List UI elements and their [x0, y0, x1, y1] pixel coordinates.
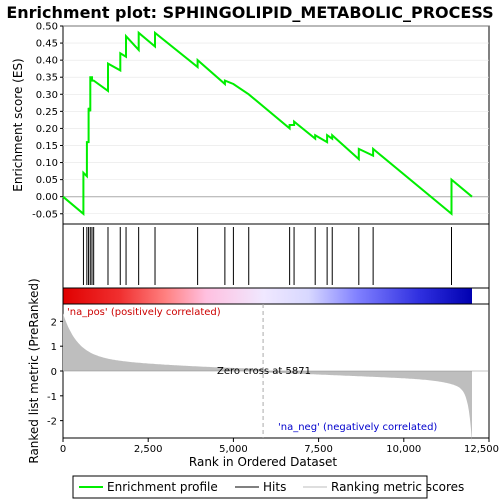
legend-label-ranking-metric: Ranking metric scores	[331, 480, 464, 494]
x-tick-label: 2,500	[134, 444, 163, 455]
es-y-tick-label: 0.35	[36, 73, 58, 84]
es-grid	[63, 25, 489, 215]
es-y-ticks: -0.05 0.00 0.05 0.10 0.15 0.20 0.25 0.30 0.35 0.4…	[32, 22, 63, 220]
es-y-tick-label: 0.30	[36, 90, 58, 101]
metric-y-tick-label: 2	[51, 317, 57, 328]
es-y-tick-label: 0.50	[36, 22, 58, 33]
metric-y-axis-label: Ranked list metric (PreRanked)	[27, 278, 41, 463]
x-tick-label: 7,500	[304, 444, 333, 455]
legend-label-enrichment-profile: Enrichment profile	[107, 480, 218, 494]
es-panel: -0.05 0.00 0.05 0.10 0.15 0.20 0.25 0.30 0.35 0.4…	[11, 22, 490, 225]
metric-y-tick-label: -1	[47, 392, 57, 403]
x-tick-label: 12,500	[464, 444, 499, 455]
es-y-tick-label: 0.05	[36, 175, 58, 186]
metric-y-tick-label: -2	[47, 417, 57, 428]
hit-markers	[82, 227, 453, 285]
metric-y-ticks: -2 -1 0 1 2	[47, 317, 63, 428]
x-tick-label: 10,000	[386, 444, 421, 455]
rank-color-bar	[62, 287, 490, 305]
enrichment-profile-line	[62, 30, 473, 216]
legend: Enrichment profile Hits Ranking metric s…	[72, 475, 464, 499]
ranking-metric-area	[63, 313, 472, 442]
es-y-tick-label: 0.40	[36, 56, 58, 67]
rank-color-strip	[63, 288, 472, 304]
legend-label-hits: Hits	[263, 480, 286, 494]
es-y-tick-label: 0.45	[36, 39, 58, 50]
es-y-tick-label: 0.00	[36, 192, 58, 203]
hits-panel	[62, 223, 490, 289]
x-axis-label: Rank in Ordered Dataset	[189, 455, 337, 469]
neg-correlated-label: 'na_neg' (negatively correlated)	[278, 422, 437, 433]
metric-y-tick-label: 0	[51, 367, 57, 378]
pos-correlated-label: 'na_pos' (positively correlated)	[67, 307, 221, 318]
es-y-tick-label: 0.10	[36, 158, 58, 169]
x-tick-label: 5,000	[219, 444, 248, 455]
hits-frame	[62, 223, 490, 289]
zero-cross-label: Zero cross at 5871	[217, 366, 311, 377]
x-axis-ticks: 0 2,500 5,000 7,500 10,000 12,500	[60, 438, 499, 455]
es-y-tick-label: -0.05	[32, 209, 58, 220]
es-plot-frame	[62, 25, 490, 225]
es-y-tick-label: 0.20	[36, 124, 58, 135]
metric-y-tick-label: 1	[51, 342, 57, 353]
es-y-tick-label: 0.15	[36, 141, 58, 152]
es-y-axis-label: Enrichment score (ES)	[11, 58, 25, 191]
x-tick-label: 0	[60, 444, 66, 455]
es-y-tick-label: 0.25	[36, 107, 58, 118]
metric-panel: -2 -1 0 1 2 Zero cross at 5871 'na_pos' (pos…	[27, 278, 490, 464]
chart-title: Enrichment plot: SPHINGOLIPID_METABOLIC_…	[6, 3, 493, 22]
